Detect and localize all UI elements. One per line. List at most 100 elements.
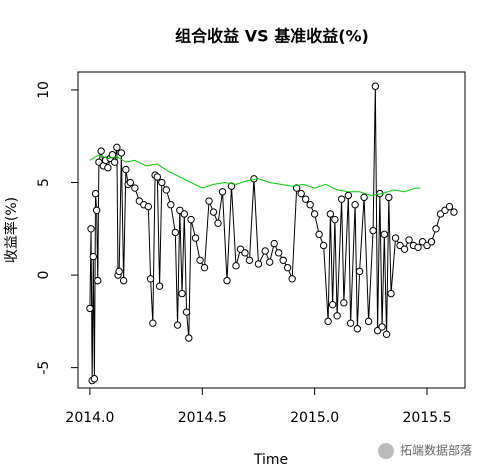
point	[149, 319, 157, 327]
x-tick-label: 2014.5	[178, 410, 227, 426]
point	[182, 308, 191, 316]
point	[87, 225, 95, 233]
point	[344, 191, 353, 200]
x-tick-label: 2015.0	[290, 410, 339, 426]
point	[405, 236, 413, 244]
point	[89, 252, 97, 261]
point	[385, 193, 393, 202]
point	[187, 215, 195, 224]
point	[214, 219, 222, 227]
series-line	[89, 86, 455, 381]
watermark: 拓端数据部落	[400, 443, 472, 458]
point	[91, 189, 100, 198]
point	[391, 234, 400, 242]
point	[113, 143, 121, 152]
point	[122, 165, 130, 174]
point	[86, 304, 94, 313]
point	[115, 267, 123, 276]
point	[340, 299, 348, 307]
plot-frame	[77, 71, 466, 389]
point	[369, 226, 377, 235]
point	[427, 238, 436, 246]
point	[119, 276, 128, 285]
point	[297, 189, 305, 198]
point	[274, 249, 283, 257]
point	[92, 206, 101, 214]
point	[324, 317, 332, 326]
point	[353, 325, 362, 333]
y-tick-label: -5	[36, 361, 52, 375]
chart-title: 组合收益 VS 基准收益(%)	[175, 27, 369, 46]
point	[131, 184, 139, 192]
point	[173, 321, 182, 329]
point	[261, 247, 269, 255]
point	[360, 193, 368, 202]
point	[331, 215, 339, 224]
point	[162, 186, 171, 194]
point	[400, 245, 409, 253]
point	[110, 158, 119, 166]
point	[94, 276, 102, 285]
point	[355, 267, 364, 276]
y-tick-label: 0	[36, 271, 52, 280]
point	[315, 230, 323, 239]
point	[144, 202, 153, 211]
point	[283, 263, 292, 272]
point	[382, 330, 391, 339]
point	[306, 201, 314, 209]
point	[126, 178, 135, 187]
x-axis-label: Time	[253, 452, 288, 468]
point	[432, 225, 440, 233]
point	[310, 210, 319, 218]
point	[326, 210, 335, 218]
point	[153, 173, 162, 181]
point	[241, 249, 249, 257]
point	[167, 201, 175, 209]
point	[319, 241, 328, 250]
point	[200, 263, 209, 272]
point	[328, 300, 337, 309]
point	[414, 243, 422, 252]
point	[97, 147, 105, 155]
point	[155, 282, 164, 290]
point	[146, 275, 155, 283]
point	[364, 317, 373, 326]
point	[191, 234, 200, 242]
point	[245, 256, 254, 264]
point	[378, 323, 386, 331]
point	[346, 319, 355, 327]
point	[254, 260, 263, 268]
point	[218, 188, 227, 196]
point	[180, 210, 189, 218]
point	[223, 276, 231, 285]
point	[196, 256, 204, 264]
point	[185, 334, 193, 342]
series-line	[89, 154, 421, 196]
point	[301, 195, 310, 203]
point	[333, 312, 341, 320]
point	[90, 375, 99, 383]
point	[337, 195, 346, 203]
point	[387, 289, 395, 298]
point	[205, 197, 213, 205]
point	[232, 262, 240, 270]
point	[288, 275, 296, 283]
watermark-icon	[378, 443, 394, 459]
y-tick-label: 10	[36, 81, 52, 99]
point	[227, 182, 236, 190]
point	[279, 256, 287, 264]
point	[292, 184, 301, 192]
point	[158, 178, 166, 187]
point	[117, 149, 126, 157]
point	[104, 164, 112, 172]
x-tick-label: 2015.5	[403, 410, 452, 426]
x-tick-label: 2014.0	[65, 410, 114, 426]
y-tick-label: 5	[36, 178, 52, 187]
y-axis-label: 收益率(%)	[3, 197, 20, 263]
point	[380, 230, 389, 239]
point	[445, 202, 454, 211]
point	[266, 258, 274, 266]
point	[270, 239, 278, 248]
point	[178, 289, 186, 298]
